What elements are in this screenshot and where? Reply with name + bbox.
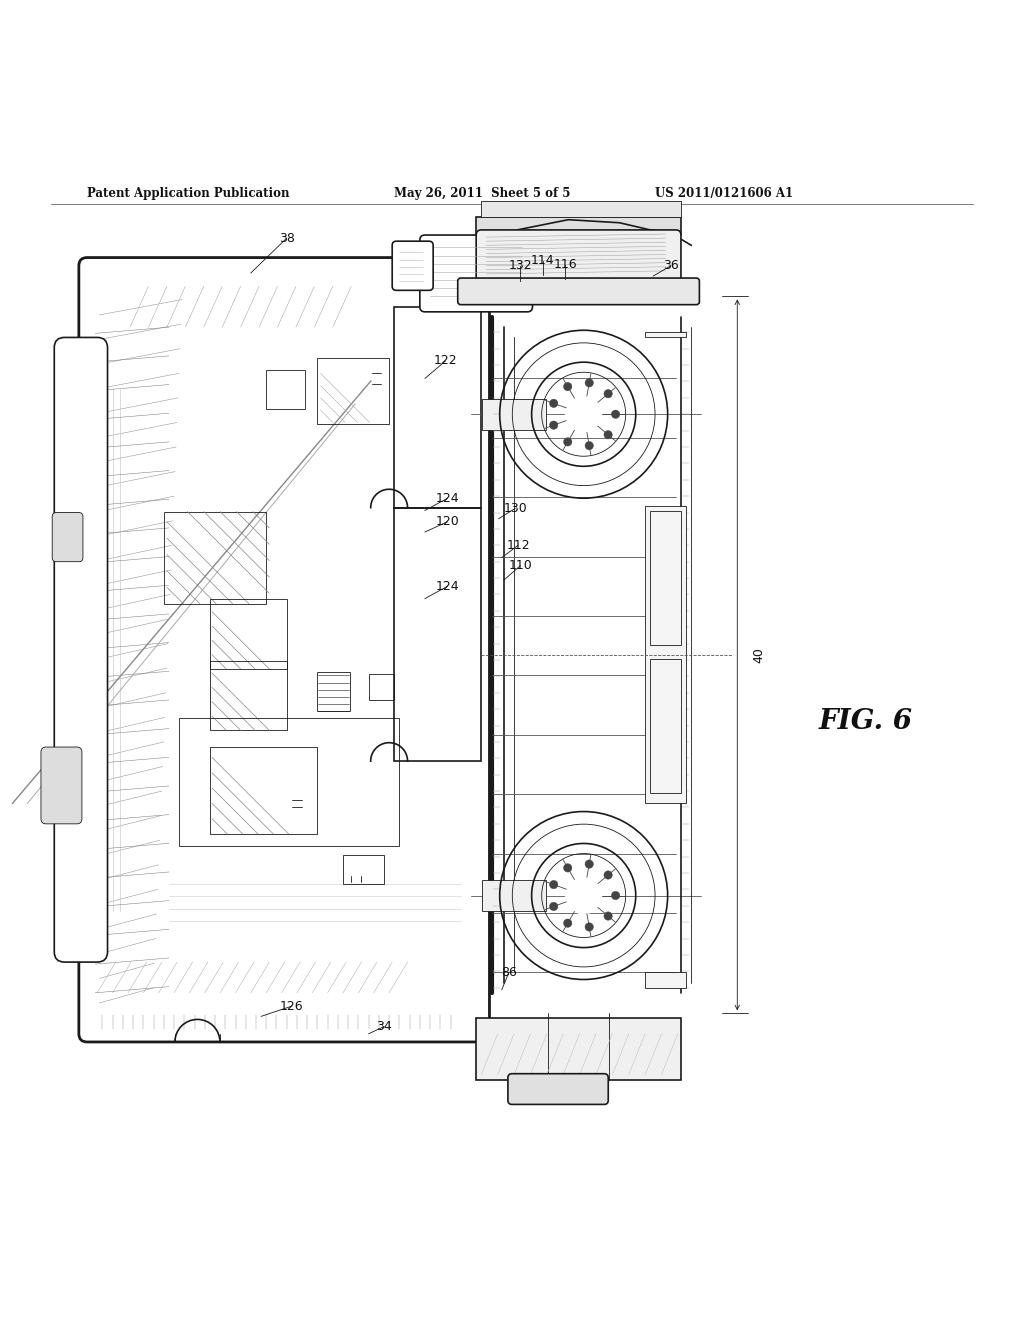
Circle shape	[585, 859, 594, 869]
FancyBboxPatch shape	[508, 1073, 608, 1105]
Bar	[650, 660, 681, 793]
Bar	[482, 880, 546, 911]
Bar	[645, 507, 686, 804]
FancyBboxPatch shape	[79, 257, 489, 1041]
Text: 130: 130	[503, 502, 527, 515]
Circle shape	[563, 863, 572, 873]
Circle shape	[563, 919, 572, 928]
Text: 122: 122	[433, 355, 458, 367]
Text: 34: 34	[376, 1020, 392, 1034]
Text: FIG. 6: FIG. 6	[818, 708, 912, 735]
Text: 126: 126	[280, 999, 304, 1012]
Circle shape	[611, 411, 620, 418]
Bar	[210, 599, 287, 669]
Text: 124: 124	[435, 492, 460, 504]
Bar	[481, 201, 681, 216]
Circle shape	[565, 876, 602, 913]
Bar	[650, 511, 681, 644]
Text: 124: 124	[435, 579, 460, 593]
Bar	[317, 358, 389, 425]
Text: 114: 114	[530, 255, 555, 267]
Bar	[482, 399, 546, 429]
Circle shape	[604, 871, 612, 879]
Bar	[343, 855, 384, 884]
Bar	[476, 216, 681, 235]
FancyBboxPatch shape	[41, 747, 82, 824]
Bar	[210, 661, 287, 730]
FancyBboxPatch shape	[476, 230, 681, 284]
FancyBboxPatch shape	[54, 338, 108, 962]
FancyBboxPatch shape	[392, 242, 433, 290]
Circle shape	[604, 389, 612, 397]
Text: US 2011/0121606 A1: US 2011/0121606 A1	[655, 187, 794, 199]
Text: 116: 116	[553, 259, 578, 271]
FancyBboxPatch shape	[420, 235, 532, 312]
Circle shape	[563, 438, 572, 446]
Text: 36: 36	[663, 259, 679, 272]
Circle shape	[604, 430, 612, 440]
Bar	[266, 370, 305, 409]
Bar	[394, 306, 481, 508]
Bar	[476, 1019, 681, 1080]
Circle shape	[550, 399, 558, 408]
Bar	[164, 512, 266, 603]
Bar	[179, 718, 399, 846]
Bar	[645, 333, 686, 338]
Text: 38: 38	[279, 231, 295, 244]
Circle shape	[585, 923, 594, 931]
Circle shape	[611, 891, 620, 900]
Bar	[210, 747, 317, 834]
Text: 110: 110	[508, 560, 532, 573]
Circle shape	[565, 396, 602, 433]
Text: Patent Application Publication: Patent Application Publication	[87, 187, 290, 199]
Text: 40: 40	[753, 647, 766, 663]
Circle shape	[550, 421, 558, 429]
Circle shape	[585, 441, 594, 450]
Bar	[394, 508, 481, 762]
Circle shape	[550, 880, 558, 888]
FancyBboxPatch shape	[458, 279, 699, 305]
Text: May 26, 2011  Sheet 5 of 5: May 26, 2011 Sheet 5 of 5	[394, 187, 570, 199]
FancyBboxPatch shape	[52, 512, 83, 562]
Text: 86: 86	[501, 966, 517, 979]
Bar	[369, 675, 394, 700]
Circle shape	[550, 903, 558, 911]
Circle shape	[585, 379, 594, 387]
Text: 120: 120	[435, 515, 460, 528]
Bar	[645, 973, 686, 987]
Bar	[317, 672, 350, 711]
Text: 132: 132	[508, 259, 532, 272]
Circle shape	[563, 383, 572, 391]
Text: 112: 112	[506, 539, 530, 552]
Circle shape	[604, 912, 612, 920]
